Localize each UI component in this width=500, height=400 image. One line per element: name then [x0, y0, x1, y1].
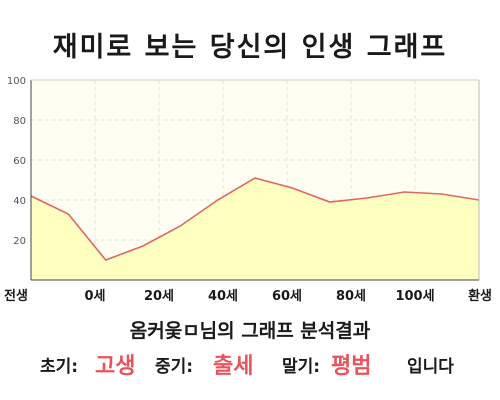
analysis-caption: 옴커웆ㅁ님의 그래프 분석결과	[129, 320, 371, 342]
middle-label: 중기:	[155, 357, 194, 377]
chart-title: 재미로 보는 당신의 인생 그래프	[52, 32, 448, 63]
summary-suffix: 입니다	[407, 357, 454, 377]
x-tick-label: 60세	[272, 289, 302, 304]
series-line	[30, 177, 480, 261]
y-tick-label: 60	[13, 156, 26, 167]
x-tick-label: 20세	[144, 289, 174, 304]
x-tick-label: 80세	[336, 289, 366, 304]
y-tick-label: 100	[7, 76, 26, 87]
late-value: 평범	[331, 354, 372, 379]
x-tick-label: 0세	[84, 289, 105, 304]
life-graph-chart: 20 40 60 80 100 전생 0세 20세 40세 60세 80세 100세 환생	[4, 76, 492, 304]
late-label: 말기:	[282, 357, 321, 377]
y-tick-label: 40	[13, 196, 26, 207]
x-tick-label: 전생	[4, 288, 28, 304]
analysis-summary: 초기: 고생 중기: 출세 말기: 평범 입니다	[0, 350, 500, 384]
x-tick-label: 환생	[468, 288, 492, 304]
x-tick-labels: 전생 0세 20세 40세 60세 80세 100세 환생	[4, 288, 492, 304]
y-tick-label: 80	[13, 116, 26, 127]
y-tick-labels: 20 40 60 80 100	[7, 76, 26, 247]
early-label: 초기:	[40, 357, 79, 377]
x-tick-label: 40세	[208, 289, 238, 304]
x-tick-label: 100세	[395, 289, 434, 304]
area-fill	[31, 178, 479, 280]
early-value: 고생	[95, 354, 136, 379]
y-tick-label: 20	[13, 236, 26, 247]
middle-value: 출세	[213, 354, 254, 379]
